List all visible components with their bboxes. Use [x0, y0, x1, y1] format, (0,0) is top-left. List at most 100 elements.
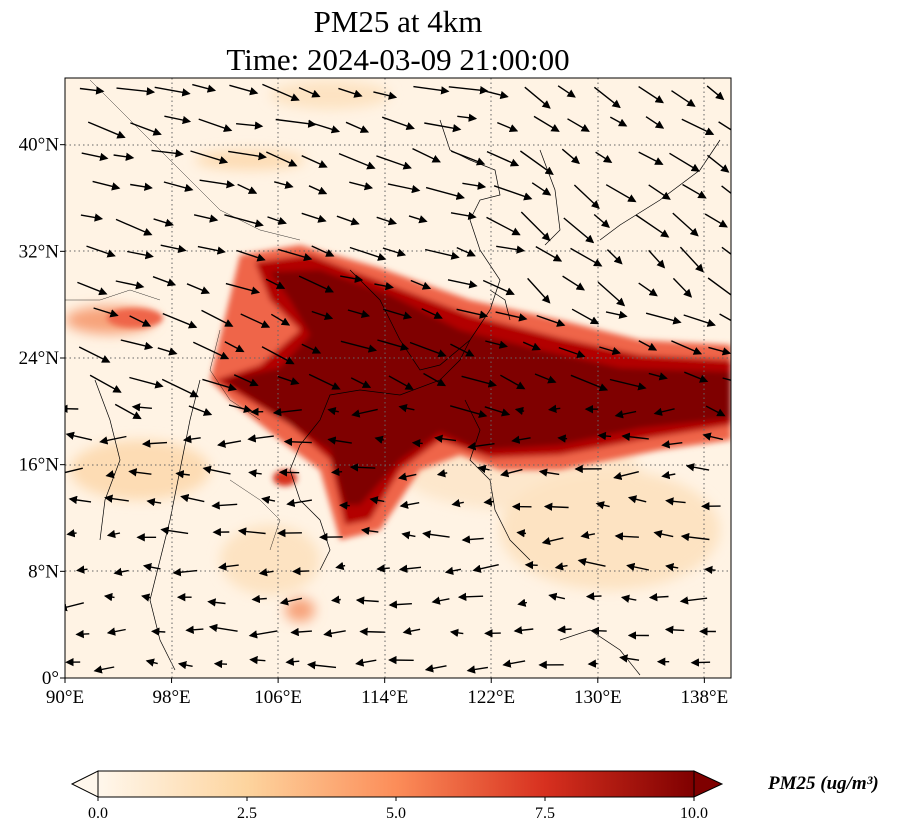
wind-vector-arrow [336, 215, 360, 226]
wind-vector-arrow [270, 313, 291, 326]
wind-vector-arrow [690, 658, 711, 667]
wind-vector-arrow [266, 151, 298, 167]
wind-vector-arrow [571, 308, 600, 325]
wind-vector-arrow [217, 439, 242, 448]
wind-vector-arrow [486, 150, 520, 167]
wind-vector-arrow [681, 118, 715, 136]
wind-vector-arrow [340, 340, 378, 353]
wind-vector-arrow [161, 378, 199, 398]
wind-vector-arrow [248, 469, 262, 478]
wind-vector-arrow [213, 659, 228, 669]
wind-vector-arrow [388, 600, 412, 609]
wind-vector-arrow [447, 279, 478, 289]
wind-vector-arrow [359, 627, 385, 636]
wind-vector-arrow [401, 531, 416, 540]
wind-vector-arrow [172, 568, 198, 577]
wind-vector-arrow [722, 377, 731, 381]
colorbar-tick-label: 0.0 [88, 805, 108, 822]
x-tick-label: 122°E [467, 687, 515, 708]
colorbar-gradient [97, 770, 695, 798]
wind-vector-arrow [704, 213, 728, 228]
wind-vector-arrow [519, 150, 554, 176]
wind-vector-arrow [648, 592, 669, 602]
wind-vector-arrow [177, 660, 193, 670]
wind-vector-arrow [275, 118, 317, 128]
wind-vector-arrow [511, 435, 531, 444]
wind-vector-arrow [198, 118, 233, 133]
wind-vector-arrow [335, 561, 346, 571]
wind-vector-arrow [548, 592, 566, 601]
wind-vector-arrow [93, 665, 115, 674]
wind-vector-arrow [186, 283, 210, 295]
pm25-field [65, 81, 731, 622]
wind-vector-arrow [192, 83, 217, 93]
wind-vector-arrow [626, 562, 650, 572]
wind-vector-arrow [645, 116, 665, 129]
pm25-plume [107, 245, 731, 540]
wind-vector-arrow [423, 372, 447, 387]
wind-vector-arrow [541, 537, 564, 546]
wind-vector-arrow [285, 657, 300, 666]
wind-vector-arrow [298, 275, 334, 293]
wind-vector-arrow [151, 149, 184, 158]
wind-vector-arrow [708, 346, 731, 356]
wind-vector-arrow [682, 183, 707, 199]
wind-vector-arrow [638, 151, 664, 165]
wind-vector-arrow [229, 84, 259, 96]
wind-vector-arrow [240, 313, 271, 328]
wind-vector-arrow [197, 245, 226, 255]
wind-vector-arrow [718, 121, 731, 131]
y-tick-label: 40°N [19, 135, 60, 156]
wind-vector-arrow [409, 341, 447, 358]
y-tick-label: 32°N [19, 241, 60, 262]
wind-vector-arrow [609, 378, 647, 391]
wind-vector-arrow [467, 442, 495, 451]
wind-vector-arrow [185, 625, 204, 634]
wind-vector-arrow [277, 375, 300, 386]
wind-vector-arrow [272, 407, 302, 417]
wind-vector-arrow [638, 86, 664, 104]
wind-vectors [65, 83, 731, 674]
wind-vector-arrow [580, 530, 596, 540]
wind-vector-arrow [485, 340, 508, 349]
x-tick-label: 98°E [152, 687, 190, 708]
wind-vector-arrow [522, 341, 541, 351]
wind-vector-arrow [561, 148, 580, 165]
wind-vector-arrow [413, 85, 450, 95]
wind-vector-arrow [570, 247, 603, 267]
y-tick-label: 8°N [28, 561, 59, 582]
wind-vector-arrow [462, 181, 487, 190]
wind-vector-arrow [558, 346, 586, 359]
wind-vector-arrow [535, 245, 563, 262]
wind-vector-arrow [606, 249, 623, 265]
wind-vector-arrow [444, 566, 462, 575]
wind-vector-arrow [130, 182, 153, 191]
wind-vector-arrow [411, 439, 423, 448]
wind-vector-arrow [130, 122, 162, 136]
wind-vector-arrow [377, 339, 410, 351]
wind-vector-arrow [605, 310, 628, 319]
wind-vector-arrow [554, 562, 568, 571]
wind-vector-arrow [350, 377, 372, 388]
wind-vector-arrow [92, 180, 121, 191]
wind-vector-arrow [502, 659, 526, 668]
wind-vector-arrow [704, 565, 716, 575]
wind-vector-arrow [548, 404, 561, 413]
wind-vector-arrow [382, 247, 407, 257]
map-subtitle-time: Time: 2024-03-09 21:00:00 [226, 42, 570, 77]
wind-vector-arrow [114, 403, 142, 420]
wind-vector-arrow [86, 245, 116, 258]
wind-vector-arrow [483, 497, 494, 506]
wind-vector-arrow [557, 625, 572, 634]
wind-vector-arrow [450, 405, 488, 419]
wind-vector-arrow [702, 432, 724, 441]
wind-vector-arrow [188, 405, 213, 416]
wind-vector-arrow [587, 659, 598, 668]
wind-vector-arrow [116, 87, 156, 96]
wind-vector-arrow [721, 185, 731, 195]
wind-vector-arrow [645, 312, 682, 325]
wind-vector-arrow [308, 185, 328, 195]
wind-vector-arrow [609, 116, 628, 127]
wind-vector-arrow [347, 309, 371, 319]
wind-vector-arrow [218, 562, 239, 571]
